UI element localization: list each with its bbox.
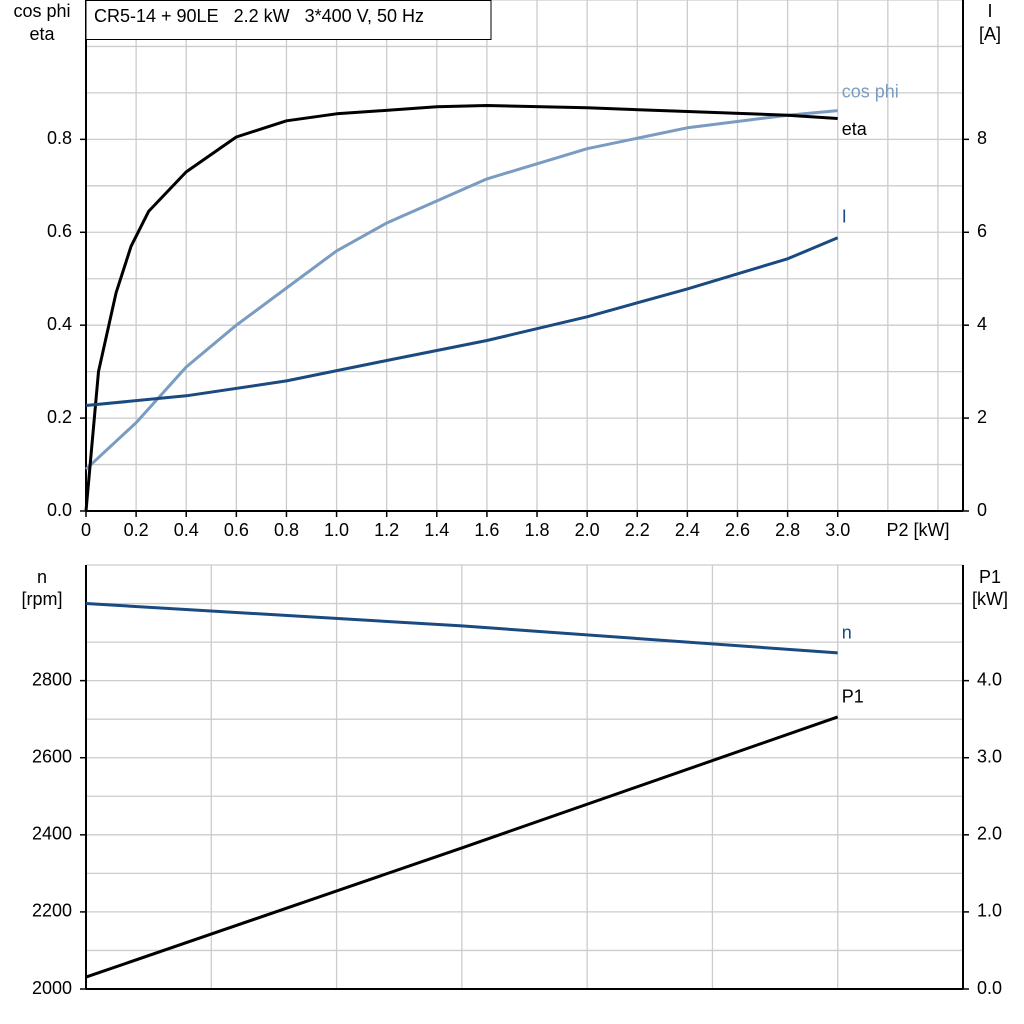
y-tick-label: 2600 <box>32 746 72 766</box>
y-tick-label: 2000 <box>32 978 72 998</box>
series-label: P1 <box>842 687 864 707</box>
y-tick-label: 0.2 <box>47 407 72 427</box>
x-tick-label: 0 <box>81 520 91 540</box>
x-tick-label: 1.2 <box>374 520 399 540</box>
x-tick-label: 0.4 <box>174 520 199 540</box>
y2-tick-label: 8 <box>977 128 987 148</box>
series-label: cos phi <box>842 81 899 101</box>
y2-tick-label: 4.0 <box>977 669 1002 689</box>
y2-axis-label: [kW] <box>972 589 1008 609</box>
series-line <box>84 104 838 512</box>
y-tick-label: 2200 <box>32 901 72 921</box>
y-axis-label: [rpm] <box>21 589 62 609</box>
y2-tick-label: 2.0 <box>977 824 1002 844</box>
y-tick-label: 0.4 <box>47 314 72 334</box>
x-tick-label: 1.0 <box>324 520 349 540</box>
y2-axis-label: [A] <box>979 24 1001 44</box>
x-tick-label: 1.6 <box>474 520 499 540</box>
y-tick-label: 0.6 <box>47 221 72 241</box>
y2-axis-label: P1 <box>979 567 1001 587</box>
series-label: I <box>842 207 847 227</box>
x-tick-label: 0.6 <box>224 520 249 540</box>
y2-tick-label: 0.0 <box>977 978 1002 998</box>
series-label: n <box>842 623 852 643</box>
x-tick-label: 2.6 <box>725 520 750 540</box>
series-line <box>84 109 838 471</box>
y-tick-label: 0.8 <box>47 128 72 148</box>
y2-tick-label: 0 <box>977 500 987 520</box>
y2-tick-label: 1.0 <box>977 901 1002 921</box>
series-line <box>85 602 838 655</box>
y-tick-label: 0.0 <box>47 500 72 520</box>
y-tick-label: 2800 <box>32 669 72 689</box>
y2-tick-label: 2 <box>977 407 987 427</box>
x-tick-label: 1.8 <box>525 520 550 540</box>
x-axis-label: P2 [kW] <box>886 520 949 540</box>
x-tick-label: 2.4 <box>675 520 700 540</box>
series-line <box>85 715 839 979</box>
y2-tick-label: 3.0 <box>977 746 1002 766</box>
x-tick-label: 3.0 <box>825 520 850 540</box>
series-line <box>85 236 839 407</box>
y-axis-label: eta <box>29 24 55 44</box>
series-label: eta <box>842 119 868 139</box>
x-tick-label: 0.8 <box>274 520 299 540</box>
y2-tick-label: 6 <box>977 221 987 241</box>
charts: 0.0 0.2 0.4 0.6 0.8 0 2 4 6 8 0 0.2 0.4 0.6 0.8 1.0 1.2 1… <box>13 0 1008 998</box>
y-axis-label: cos phi <box>13 1 70 21</box>
y-tick-label: 2400 <box>32 824 72 844</box>
x-tick-label: 2.8 <box>775 520 800 540</box>
y2-axis-label: I <box>987 1 992 21</box>
chart-title: CR5-14 + 90LE 2.2 kW 3*400 V, 50 Hz <box>94 6 424 26</box>
y-axis-label: n <box>37 567 47 587</box>
x-tick-label: 2.0 <box>575 520 600 540</box>
x-tick-label: 1.4 <box>424 520 449 540</box>
title-box <box>85 0 492 40</box>
x-tick-label: 0.2 <box>124 520 149 540</box>
y2-tick-label: 4 <box>977 314 987 334</box>
x-tick-label: 2.2 <box>625 520 650 540</box>
